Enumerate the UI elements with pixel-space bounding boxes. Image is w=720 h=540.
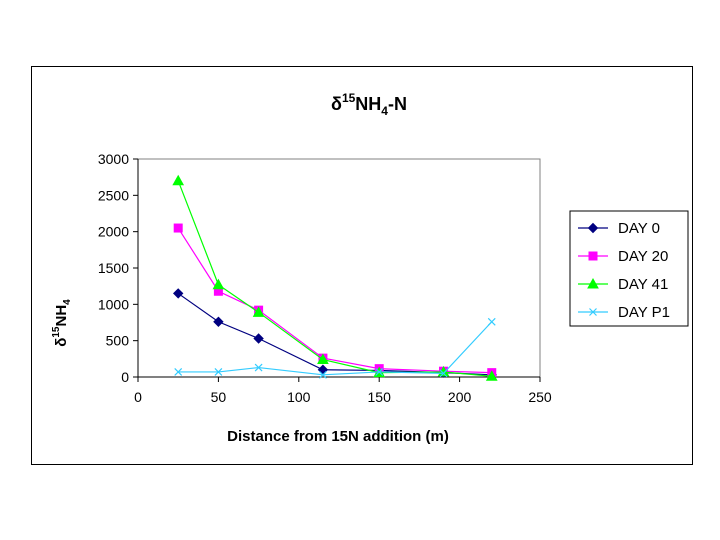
legend-label: DAY 41: [618, 276, 668, 293]
data-point: [254, 363, 263, 372]
series-line-2: [177, 180, 492, 377]
y-tick-label: 2000: [98, 224, 129, 240]
y-axis-title: δ15NH4: [51, 299, 73, 347]
x-tick-label: 250: [528, 389, 552, 405]
data-point: [252, 306, 265, 317]
data-point: [317, 353, 329, 365]
legend-box: [569, 210, 689, 327]
y-tick-label: 1000: [98, 296, 129, 312]
y-tick-label: 0: [121, 369, 129, 385]
chart-frame: δ15NH4-N δ15NH4 Distance from 15N additi…: [31, 66, 693, 465]
x-axis-title: Distance from 15N addition (m): [227, 428, 449, 445]
legend-label: DAY 20: [618, 248, 668, 265]
plot-area: 0 500 1000 1500 2000 2500 3000 0 50 100 150 200 250: [98, 151, 552, 405]
y-tick-label: 2500: [98, 187, 129, 203]
data-point: [317, 364, 329, 375]
legend-label: DAY 0: [618, 220, 660, 237]
chart-svg: δ15NH4-N δ15NH4 Distance from 15N additi…: [51, 91, 689, 445]
data-point: [212, 278, 225, 290]
data-point: [485, 370, 498, 381]
legend-swatch-marker: [587, 222, 599, 234]
x-tick-label: 100: [287, 389, 311, 405]
data-point: [213, 316, 224, 327]
series-line-1: [177, 227, 492, 374]
data-point: [253, 333, 264, 344]
x-tick-label: 200: [448, 389, 472, 405]
data-point: [172, 288, 184, 299]
plot-border: [137, 158, 541, 378]
x-tick-label: 0: [134, 389, 142, 405]
y-tick-label: 3000: [98, 151, 129, 167]
data-point: [172, 174, 185, 186]
legend-swatch-marker: [587, 277, 599, 289]
data-point: [173, 223, 183, 233]
data-point: [439, 369, 448, 378]
data-point: [375, 367, 384, 376]
legend-label: DAY P1: [618, 304, 670, 321]
legend: DAY 0 DAY 20 DAY 41 DAY P1: [569, 210, 689, 327]
data-point: [318, 370, 327, 379]
chart-title: δ15NH4-N: [331, 91, 407, 118]
y-tick-label: 1500: [98, 260, 129, 276]
y-tick-label: 500: [106, 333, 130, 349]
x-tick-label: 50: [211, 389, 227, 405]
legend-swatch-marker: [589, 308, 597, 316]
x-tick-label: 150: [368, 389, 392, 405]
data-point: [214, 367, 223, 376]
data-point: [174, 367, 183, 376]
legend-swatch-marker: [588, 251, 598, 261]
data-point: [487, 317, 496, 326]
